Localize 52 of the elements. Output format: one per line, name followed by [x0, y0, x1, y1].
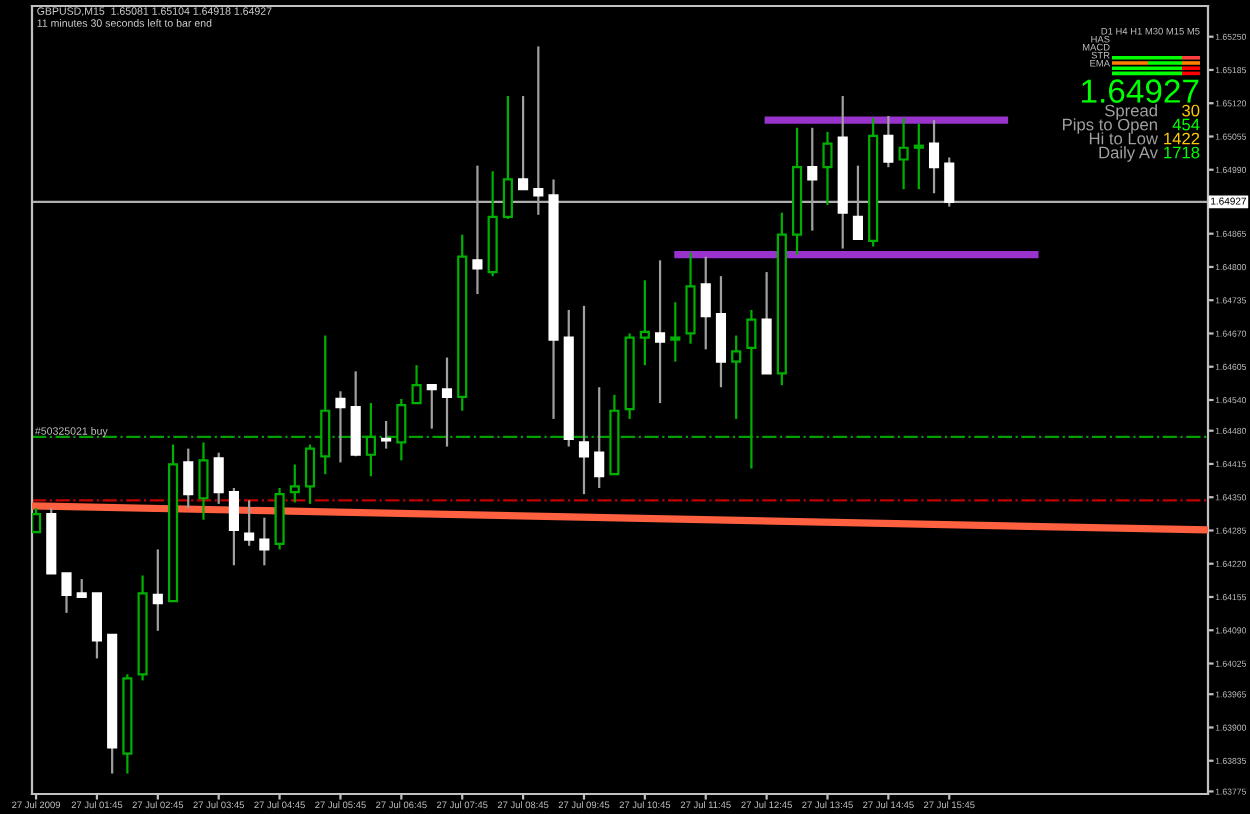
candlestick	[32, 506, 42, 534]
candlestick	[152, 548, 163, 632]
candlestick	[578, 304, 590, 496]
candlestick	[426, 384, 437, 430]
candlestick	[533, 45, 544, 216]
candlestick	[183, 447, 194, 510]
candlestick	[883, 114, 894, 169]
candlestick	[655, 259, 666, 405]
annotation: 1.64927	[1082, 79, 1199, 103]
candlestick	[320, 334, 331, 476]
candlestick	[350, 370, 361, 458]
annotation: Spread	[1105, 104, 1157, 120]
candlestick	[304, 443, 316, 505]
candlestick	[944, 156, 955, 208]
candlestick	[502, 94, 513, 220]
candlestick	[365, 401, 376, 478]
candlestick	[441, 356, 453, 448]
candlestick	[244, 499, 255, 547]
candlestick	[198, 441, 209, 521]
candlestick	[259, 516, 270, 567]
candlestick	[928, 119, 940, 195]
annotation: Daily Av	[1099, 146, 1158, 162]
annotation: 30	[1182, 104, 1200, 117]
candlestick	[594, 386, 605, 490]
candlestick	[898, 116, 909, 191]
candlestick	[639, 279, 650, 367]
candlestick	[335, 390, 346, 464]
annotation: Pips to Open	[1063, 118, 1157, 134]
candlestick	[91, 592, 103, 660]
annotation: 1718	[1164, 146, 1200, 159]
candlestick	[746, 308, 757, 470]
candlestick	[807, 126, 818, 232]
candlestick	[472, 164, 483, 296]
candlestick	[289, 463, 300, 504]
candlestick	[381, 419, 392, 450]
candlestick	[228, 486, 239, 567]
candlestick	[213, 451, 224, 505]
candlestick	[852, 164, 864, 240]
candlestick	[700, 255, 711, 351]
annotation: 1422	[1164, 132, 1200, 145]
candlestick	[518, 94, 529, 191]
candlestick	[685, 251, 696, 345]
candlestick	[396, 397, 407, 462]
candlestick	[822, 130, 833, 207]
annotation: 454	[1172, 118, 1200, 131]
candlestick	[731, 334, 742, 421]
candlestick	[61, 572, 72, 614]
candlestick	[670, 301, 681, 363]
candlestick	[411, 364, 422, 405]
annotation: Hi to Low	[1089, 132, 1159, 145]
candlestick	[715, 275, 727, 389]
candlestick	[913, 122, 924, 191]
